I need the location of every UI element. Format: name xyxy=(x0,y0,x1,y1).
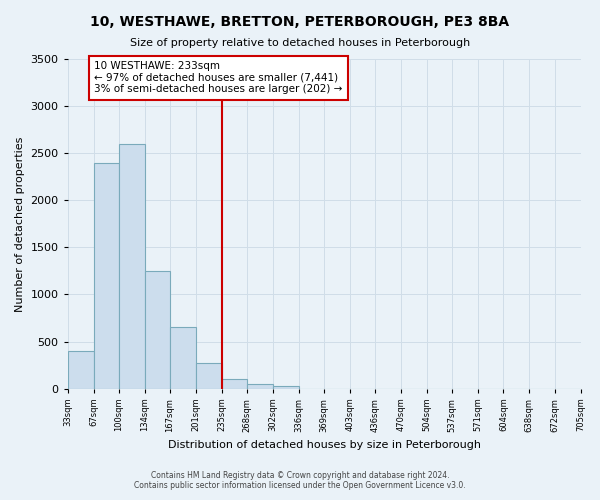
Text: 10 WESTHAWE: 233sqm
← 97% of detached houses are smaller (7,441)
3% of semi-deta: 10 WESTHAWE: 233sqm ← 97% of detached ho… xyxy=(94,61,343,94)
Bar xyxy=(222,379,247,388)
Text: Size of property relative to detached houses in Peterborough: Size of property relative to detached ho… xyxy=(130,38,470,48)
Bar xyxy=(94,162,119,388)
Text: 10, WESTHAWE, BRETTON, PETERBOROUGH, PE3 8BA: 10, WESTHAWE, BRETTON, PETERBOROUGH, PE3… xyxy=(91,15,509,29)
X-axis label: Distribution of detached houses by size in Peterborough: Distribution of detached houses by size … xyxy=(167,440,481,450)
Bar xyxy=(273,386,299,388)
Text: Contains HM Land Registry data © Crown copyright and database right 2024.
Contai: Contains HM Land Registry data © Crown c… xyxy=(134,470,466,490)
Y-axis label: Number of detached properties: Number of detached properties xyxy=(15,136,25,312)
Bar xyxy=(119,144,145,388)
Bar xyxy=(145,271,170,388)
Bar xyxy=(170,328,196,388)
Bar xyxy=(68,351,94,389)
Bar xyxy=(247,384,273,388)
Bar xyxy=(196,363,222,388)
